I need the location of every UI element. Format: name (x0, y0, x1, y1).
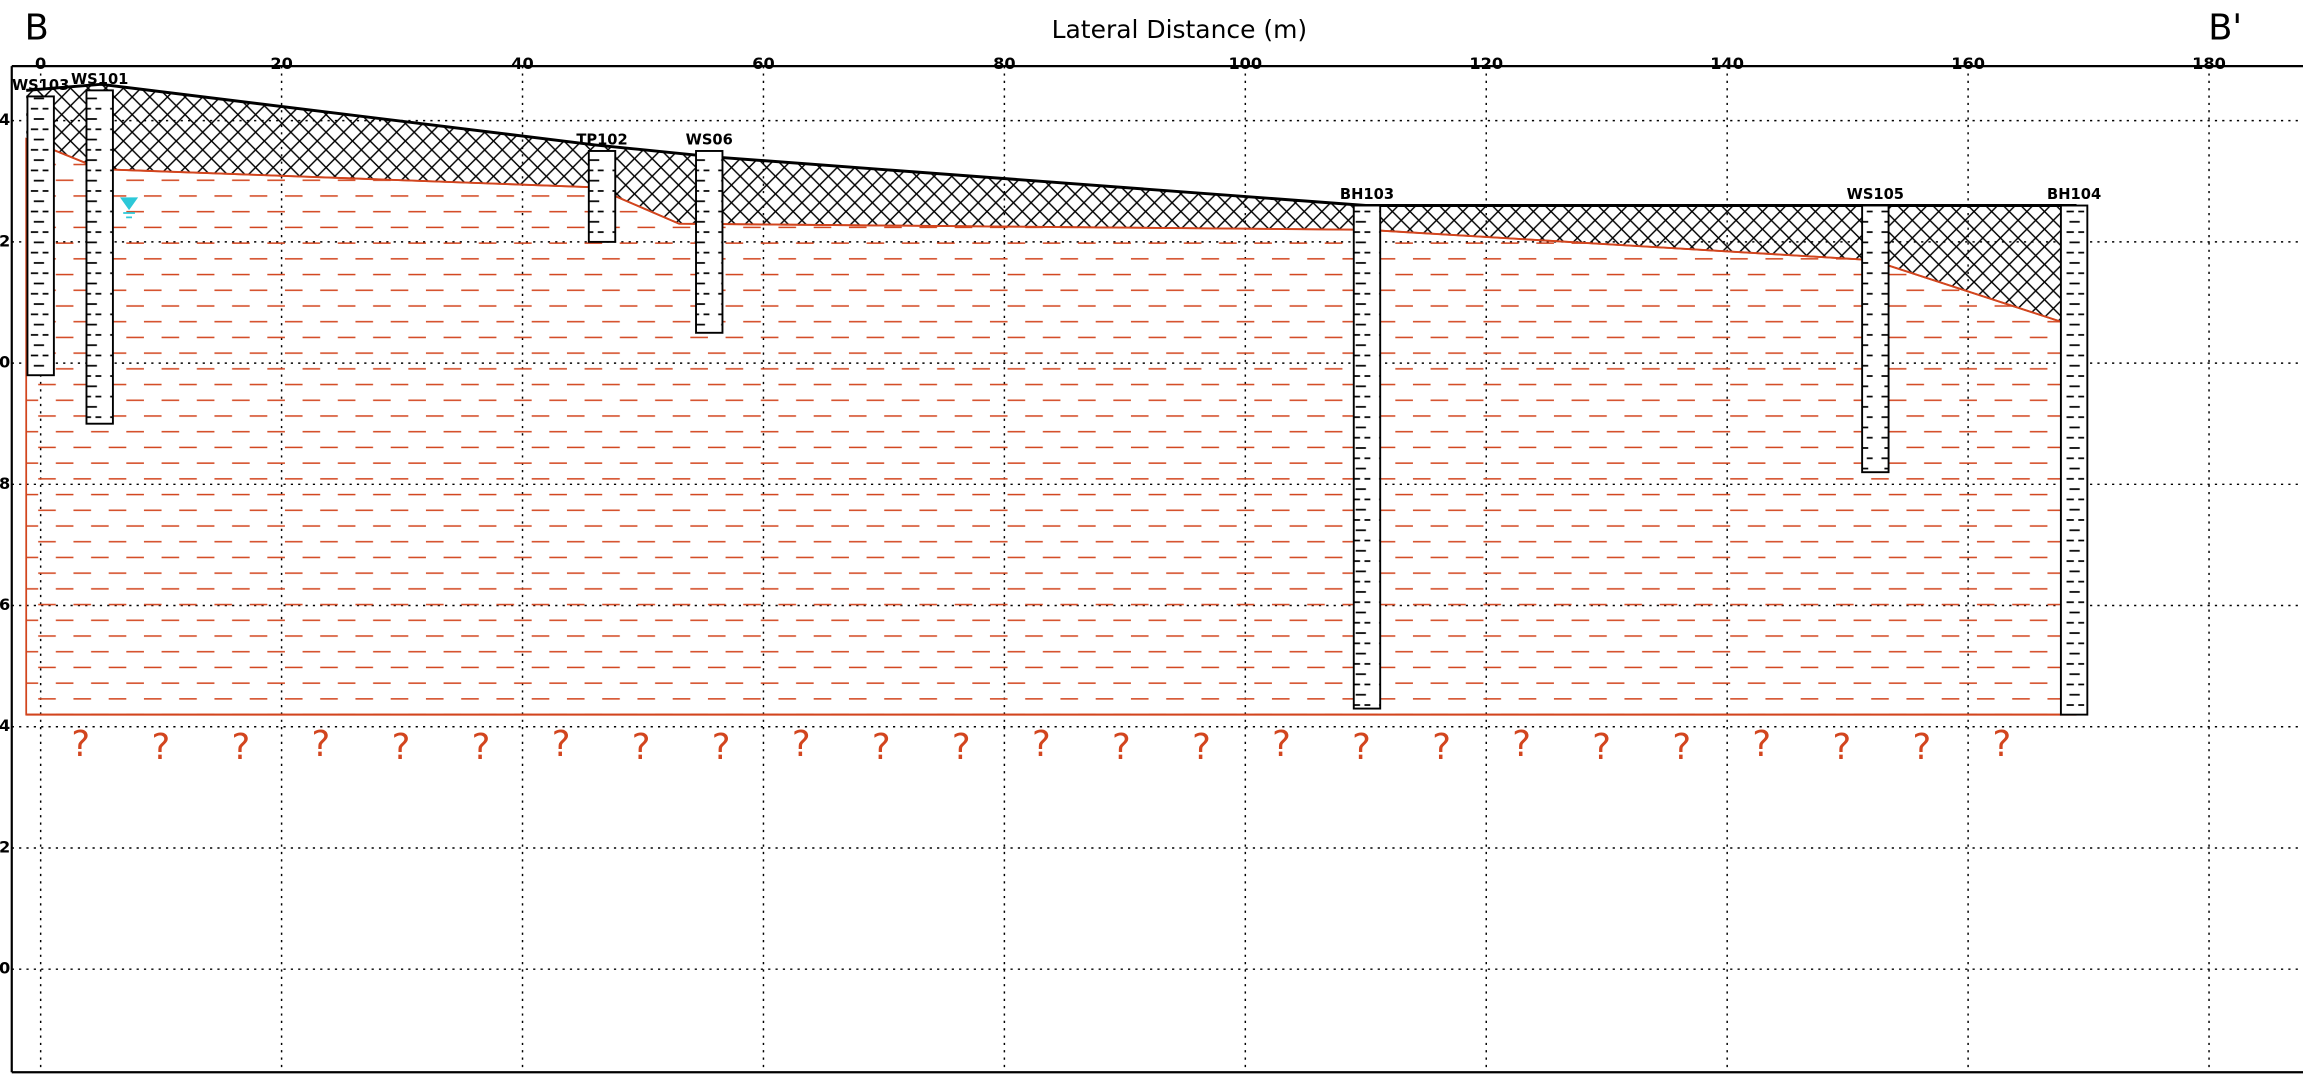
borehole-label: TP102 (576, 132, 627, 149)
y-tick-label: 0 (0, 959, 10, 978)
unknown-ground-mark: ? (312, 724, 331, 765)
page: {"chart_data": { "type": "cross-section"… (0, 0, 2303, 1079)
borehole-log (696, 151, 722, 333)
unknown-ground-mark: ? (1112, 727, 1131, 768)
x-tick-label: 120 (1469, 54, 1503, 73)
y-tick-label: 4 (0, 110, 10, 129)
unknown-ground-mark: ? (1512, 724, 1531, 765)
x-tick-label: 40 (511, 54, 533, 73)
unknown-ground-mark: ? (632, 727, 651, 768)
y-tick-label: 8 (0, 474, 10, 493)
unknown-ground-mark: ? (712, 727, 731, 768)
x-tick-label: 60 (752, 54, 774, 73)
y-tick-label: 2 (0, 837, 10, 856)
section-end: B' (2208, 7, 2242, 48)
cross-section: B B' Lateral Distance (m) 02040608010012… (0, 0, 2303, 1079)
unknown-ground-mark: ? (392, 727, 411, 768)
x-tick-label: 0 (35, 54, 46, 73)
borehole-log (589, 151, 615, 242)
y-tick-label: 4 (0, 716, 10, 735)
unknown-ground-mark: ? (1432, 727, 1451, 768)
y-tick-label: 0 (0, 353, 10, 372)
borehole-log (27, 96, 53, 375)
x-tick-label: 140 (1710, 54, 1744, 73)
unknown-ground-mark: ? (151, 727, 170, 768)
y-tick-label: 2 (0, 231, 10, 250)
unknown-ground-mark: ? (1192, 727, 1211, 768)
borehole-label: WS101 (71, 71, 128, 88)
unknown-ground-mark: ? (1592, 727, 1611, 768)
x-tick-label: 160 (1951, 54, 1985, 73)
borehole-label: BH104 (2047, 186, 2101, 203)
unknown-ground-mark: ? (1672, 727, 1691, 768)
borehole-label: WS103 (12, 77, 69, 94)
x-tick-label: 180 (2192, 54, 2226, 73)
unknown-ground-mark: ? (1912, 727, 1931, 768)
unknown-ground-mark: ? (472, 727, 491, 768)
unknown-ground-mark: ? (1272, 724, 1291, 765)
borehole-log (2061, 206, 2087, 715)
unknown-ground-mark: ? (232, 727, 251, 768)
borehole-log (86, 90, 112, 423)
unknown-ground-mark: ? (1832, 727, 1851, 768)
borehole-log (1354, 206, 1380, 709)
unknown-ground-mark: ? (71, 724, 90, 765)
borehole-label: WS06 (686, 132, 733, 149)
borehole-label: BH103 (1340, 186, 1394, 203)
unknown-ground-mark: ? (792, 724, 811, 765)
unknown-ground-mark: ? (1352, 727, 1371, 768)
unknown-ground-mark: ? (1032, 724, 1051, 765)
x-tick-label: 20 (270, 54, 292, 73)
borehole-label: WS105 (1847, 186, 1904, 203)
unknown-ground-mark: ? (952, 727, 971, 768)
x-tick-label: 100 (1228, 54, 1262, 73)
x-tick-label: 80 (993, 54, 1015, 73)
unknown-ground-mark: ? (1993, 724, 2012, 765)
unknown-ground-mark: ? (1752, 724, 1771, 765)
unknown-ground-mark: ? (872, 727, 891, 768)
y-tick-label: 6 (0, 595, 10, 614)
section-start: B (25, 7, 49, 48)
x-axis-title: Lateral Distance (m) (1052, 15, 1308, 44)
borehole-log (1862, 206, 1888, 473)
unknown-ground-mark: ? (552, 724, 571, 765)
